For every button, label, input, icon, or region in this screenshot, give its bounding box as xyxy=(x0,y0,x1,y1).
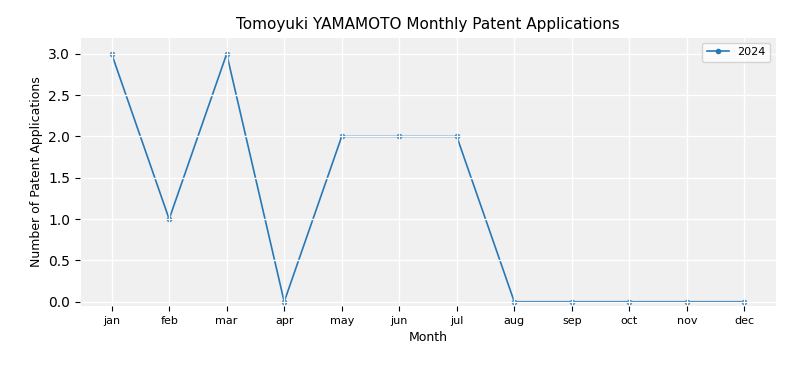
X-axis label: Month: Month xyxy=(409,331,447,344)
2024 xyxy=(682,300,692,304)
2024 xyxy=(625,300,634,304)
2024 xyxy=(279,300,289,304)
Y-axis label: Number of Patent Applications: Number of Patent Applications xyxy=(30,76,42,267)
2024 xyxy=(739,300,749,304)
Legend: 2024: 2024 xyxy=(702,43,770,62)
2024 xyxy=(107,51,117,56)
2024 xyxy=(452,134,462,139)
2024 xyxy=(394,134,404,139)
2024 xyxy=(222,51,231,56)
Title: Tomoyuki YAMAMOTO Monthly Patent Applications: Tomoyuki YAMAMOTO Monthly Patent Applica… xyxy=(236,17,620,32)
2024 xyxy=(567,300,577,304)
Line: 2024: 2024 xyxy=(110,52,746,304)
2024 xyxy=(510,300,519,304)
2024 xyxy=(337,134,346,139)
2024 xyxy=(164,217,174,221)
